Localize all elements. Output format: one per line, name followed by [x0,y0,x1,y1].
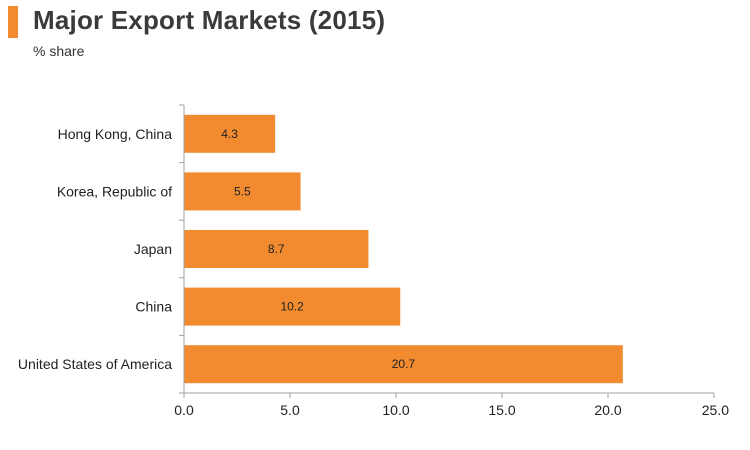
bar [184,230,369,268]
labels-group: 4.3 Hong Kong, China 5.5 Korea, Republic of… [18,126,729,418]
x-tick-label: 10.0 [382,402,409,418]
category-label: United States of America [18,356,172,372]
bars-group [184,114,623,384]
bar-value-label: 10.2 [280,300,304,314]
x-tick-label: 25.0 [702,402,729,418]
x-tick-label: 0.0 [174,402,194,418]
bar [184,172,301,211]
x-tick-label: 5.0 [280,402,300,418]
chart-title: Major Export Markets (2015) [33,5,386,35]
bar [184,345,623,384]
category-label: Hong Kong, China [58,126,173,142]
category-label: Korea, Republic of [57,183,172,199]
category-label: China [135,299,172,315]
title-accent-bar [8,6,18,38]
bar [184,114,276,153]
bar-value-label: 5.5 [234,184,251,198]
x-tick-label: 15.0 [488,402,515,418]
axes-group [179,104,715,398]
bar-value-label: 4.3 [221,127,238,141]
chart-subtitle: % share [33,43,85,59]
bar-value-label: 20.7 [392,357,416,371]
x-tick-label: 20.0 [594,402,621,418]
bar-value-label: 8.7 [268,242,285,256]
category-label: Japan [134,241,172,257]
bar [184,287,401,326]
